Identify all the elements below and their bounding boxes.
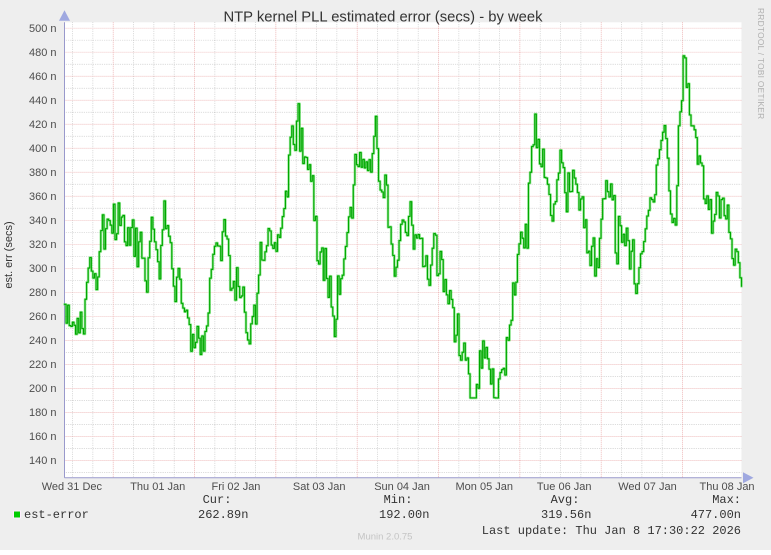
svg-text:Fri 02 Jan: Fri 02 Jan (212, 481, 261, 493)
svg-text:140 n: 140 n (29, 455, 57, 467)
svg-text:280 n: 280 n (29, 287, 57, 299)
svg-text:192.00n: 192.00n (379, 508, 429, 522)
svg-text:Cur:: Cur: (203, 493, 232, 507)
svg-text:400 n: 400 n (29, 143, 57, 155)
svg-text:200 n: 200 n (29, 383, 57, 395)
svg-text:240 n: 240 n (29, 335, 57, 347)
svg-text:Wed 31 Dec: Wed 31 Dec (42, 481, 103, 493)
svg-text:320 n: 320 n (29, 239, 57, 251)
svg-text:Wed 07 Jan: Wed 07 Jan (618, 481, 677, 493)
svg-text:420 n: 420 n (29, 119, 57, 131)
svg-text:300 n: 300 n (29, 263, 57, 275)
svg-text:Min:: Min: (384, 493, 413, 507)
svg-text:260 n: 260 n (29, 311, 57, 323)
svg-text:180 n: 180 n (29, 407, 57, 419)
svg-text:220 n: 220 n (29, 359, 57, 371)
svg-text:NTP kernel PLL estimated error: NTP kernel PLL estimated error (secs) - … (223, 10, 543, 26)
svg-text:360 n: 360 n (29, 191, 57, 203)
svg-text:440 n: 440 n (29, 95, 57, 107)
svg-text:460 n: 460 n (29, 71, 57, 83)
svg-text:Avg:: Avg: (551, 493, 580, 507)
svg-text:477.00n: 477.00n (691, 508, 741, 522)
svg-text:est-error: est-error (24, 508, 89, 522)
svg-text:Thu 08 Jan: Thu 08 Jan (700, 481, 755, 493)
svg-text:Sun 04 Jan: Sun 04 Jan (374, 481, 430, 493)
svg-text:480 n: 480 n (29, 47, 57, 59)
svg-text:340 n: 340 n (29, 215, 57, 227)
svg-text:Last update: Thu Jan 8 17:30:: Last update: Thu Jan 8 17:30:22 2026 (482, 524, 741, 538)
svg-text:319.56n: 319.56n (541, 508, 591, 522)
svg-text:est. err (secs): est. err (secs) (3, 221, 15, 288)
svg-text:Max:: Max: (712, 493, 741, 507)
svg-text:Mon 05 Jan: Mon 05 Jan (456, 481, 513, 493)
svg-text:262.89n: 262.89n (198, 508, 248, 522)
svg-text:Tue 06 Jan: Tue 06 Jan (537, 481, 592, 493)
svg-text:Munin 2.0.75: Munin 2.0.75 (358, 532, 413, 543)
svg-text:Thu 01 Jan: Thu 01 Jan (130, 481, 185, 493)
svg-text:500 n: 500 n (29, 23, 57, 35)
svg-text:380 n: 380 n (29, 167, 57, 179)
svg-text:160 n: 160 n (29, 431, 57, 443)
svg-text:Sat 03 Jan: Sat 03 Jan (293, 481, 346, 493)
svg-text:RRDTOOL / TOBI OETIKER: RRDTOOL / TOBI OETIKER (756, 8, 766, 119)
